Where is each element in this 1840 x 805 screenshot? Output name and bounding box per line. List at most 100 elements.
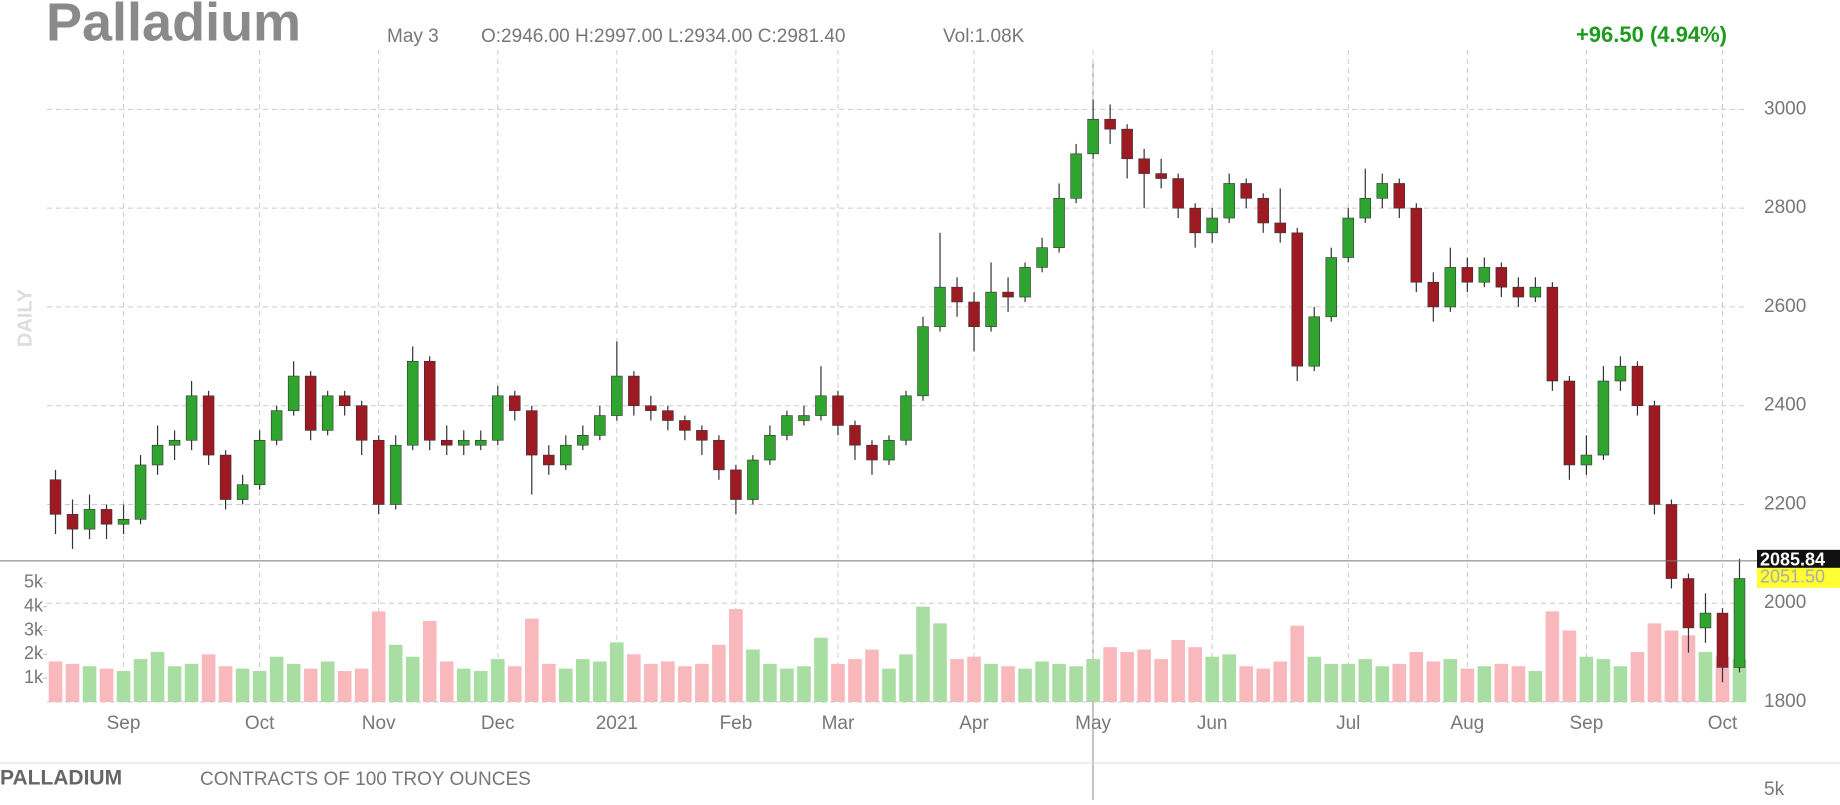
candle-body	[389, 444, 402, 505]
candle-body	[526, 410, 538, 456]
volume-bar	[524, 618, 539, 702]
volume-bar	[1324, 663, 1339, 702]
candle-body	[1546, 286, 1559, 382]
volume-bar	[201, 654, 216, 702]
volume-bar	[984, 663, 998, 702]
y-tick-label: 1800	[1764, 691, 1806, 712]
volume-bar	[354, 668, 369, 702]
volume-bar	[1205, 656, 1219, 702]
candle-body	[832, 395, 844, 426]
volume-bar	[916, 606, 930, 702]
volume-bar	[712, 644, 726, 702]
candle-body	[1036, 247, 1048, 268]
volume-bar	[678, 666, 692, 702]
volume-bar	[252, 671, 267, 702]
candle-body	[1223, 183, 1235, 219]
volume-bar	[269, 656, 284, 702]
volume-bar	[1732, 659, 1747, 702]
candle-body	[1665, 504, 1678, 579]
candle-body	[594, 415, 606, 436]
volume-bar	[473, 671, 488, 702]
y-tick-label: 2600	[1764, 296, 1806, 317]
candle-body	[543, 454, 555, 466]
candle-body	[355, 405, 368, 441]
candle-body	[1342, 217, 1355, 258]
volume-bar	[865, 649, 879, 702]
y-tick-label: 2400	[1764, 395, 1806, 416]
instrument-title: Palladium	[46, 0, 301, 52]
candle-body	[1121, 128, 1133, 160]
volume-bar	[1562, 630, 1577, 702]
volume-bar	[150, 651, 165, 702]
volume-bar	[320, 661, 335, 702]
candle-body	[1512, 286, 1525, 298]
volume-bar	[1511, 666, 1526, 702]
volume-bar	[1018, 668, 1032, 702]
candle-body	[1699, 612, 1712, 629]
candle-body	[1631, 365, 1644, 406]
x-tick-label: Feb	[720, 713, 753, 734]
candle-body	[1308, 316, 1320, 367]
volume-bar	[1392, 663, 1407, 702]
volume-bar	[967, 656, 981, 702]
x-tick-label: Nov	[362, 713, 396, 734]
volume-bar	[1307, 656, 1322, 702]
candle-body	[1087, 118, 1099, 155]
volume-bar	[1681, 635, 1696, 702]
volume-bar	[218, 666, 233, 702]
candle-body	[1325, 257, 1337, 318]
volume-bar	[541, 663, 556, 702]
volume-bar	[1664, 630, 1679, 702]
volume-bar	[82, 666, 97, 702]
volume-bar	[695, 663, 709, 702]
candle-body	[287, 375, 300, 411]
candle-body	[1495, 267, 1508, 288]
volume-bar	[661, 661, 675, 702]
volume-bar	[1154, 659, 1168, 702]
volume-tick-label: 2k	[24, 643, 44, 663]
candle-body	[1206, 217, 1218, 234]
candle-body	[1716, 612, 1729, 668]
candle-body	[1019, 267, 1031, 298]
candle-body	[338, 395, 351, 406]
candle-body	[1529, 286, 1542, 298]
x-tick-label: Sep	[1569, 713, 1603, 734]
price-change: +96.50 (4.94%)	[1576, 22, 1727, 47]
y-tick-label: 2800	[1764, 197, 1806, 218]
volume-bar	[1698, 651, 1713, 702]
candle-body	[866, 444, 878, 461]
candle-body	[321, 395, 334, 431]
candle-body	[985, 291, 997, 327]
candle-body	[628, 375, 640, 406]
next-panel-tick: 5k	[1764, 779, 1785, 800]
volume-bar	[439, 661, 454, 702]
volume-bar	[1188, 647, 1202, 702]
volume-bar	[1477, 666, 1492, 702]
candle-body	[747, 459, 759, 500]
candle-body	[917, 326, 929, 397]
volume-bar	[593, 661, 607, 702]
volume-bar	[235, 668, 250, 702]
candle-body	[1563, 380, 1576, 466]
candle-body	[1461, 267, 1474, 283]
candle-body	[1410, 207, 1423, 283]
candle-body	[611, 375, 623, 416]
volume-bar	[1545, 611, 1560, 702]
volume-bar	[303, 668, 318, 702]
volume-bar	[848, 659, 862, 702]
candle-body	[1427, 281, 1440, 308]
volume-bar	[1460, 668, 1475, 702]
volume-bar	[371, 611, 386, 702]
volume-bar	[1596, 659, 1611, 702]
candle-body	[1682, 578, 1695, 629]
candle-body	[934, 286, 946, 327]
candle-body	[1189, 207, 1201, 234]
volume-tick-label: 5k	[24, 572, 44, 592]
candle-body	[560, 444, 572, 466]
candle-body	[1733, 578, 1746, 668]
volume-bar	[1103, 647, 1117, 702]
settle-price-label: 2051.50	[1760, 567, 1825, 587]
candle-body	[1648, 405, 1661, 505]
candle-body	[1104, 118, 1116, 130]
